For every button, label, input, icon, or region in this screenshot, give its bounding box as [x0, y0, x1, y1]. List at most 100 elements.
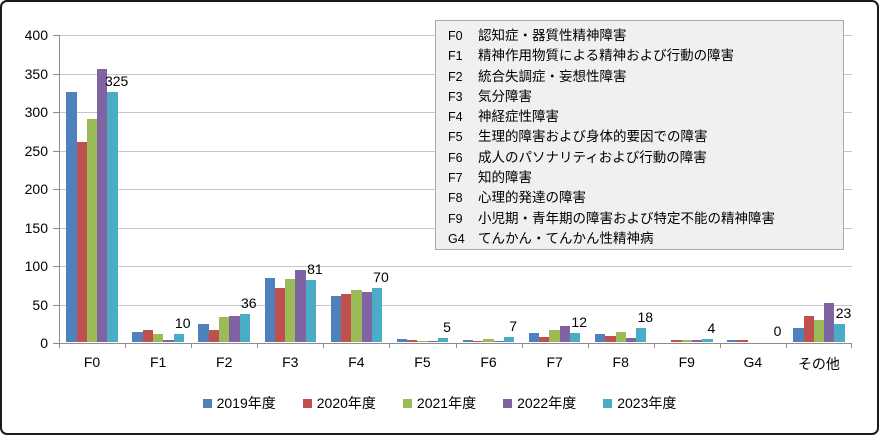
bar — [549, 329, 560, 342]
bar — [462, 339, 474, 342]
annotation-code: F7 — [448, 171, 463, 186]
annotation-text: 小児期・青年期の障害および特定不能の精神障害 — [478, 210, 775, 226]
x-tick-label: G4 — [743, 354, 763, 370]
annotation-text: 成人のパソナリティおよび行動の障害 — [478, 149, 707, 165]
bar — [834, 324, 845, 342]
x-axis-tick — [719, 344, 721, 348]
code-legend-box: F0 認知症・器質性精神障害 F1 精神作用物質による精神および行動の障害 F2 統合失調… — [435, 20, 844, 250]
bar — [132, 332, 143, 342]
bar — [219, 317, 230, 342]
y-tick-label: 150 — [24, 219, 48, 236]
bar — [737, 340, 748, 342]
x-axis-tick — [59, 344, 60, 348]
x-axis-tick — [125, 344, 127, 348]
annotation-row: F6 成人のパソナリティおよび行動の障害 — [448, 148, 843, 168]
bar — [427, 341, 438, 342]
bar — [702, 338, 713, 342]
x-tick-label: F5 — [414, 354, 431, 370]
annotation-code: F9 — [448, 211, 463, 226]
series-legend: 2019年度 2020年度 2021年度 2022年度 2023年度 — [2, 394, 877, 412]
annotation-text: 心理的発達の障害 — [478, 190, 586, 206]
bar — [493, 341, 504, 342]
bar — [97, 68, 108, 342]
annotation-text: 統合失調症・妄想性障害 — [478, 68, 627, 84]
legend-label: 2021年度 — [416, 395, 477, 411]
x-tick-label: F6 — [480, 354, 497, 370]
legend-swatch — [503, 398, 513, 408]
annotation-row: G4 てんかん・てんかん性精神病 — [448, 229, 843, 249]
y-tick-label: 300 — [24, 104, 48, 120]
y-axis-tick — [53, 73, 59, 75]
y-axis-tick — [53, 266, 59, 267]
legend-swatch — [202, 398, 212, 408]
data-label: 325 — [104, 72, 129, 89]
y-axis-tick — [53, 304, 59, 306]
bar — [142, 329, 153, 342]
bar — [208, 330, 220, 342]
annotation-code: F4 — [448, 110, 463, 125]
legend-label: 2019年度 — [216, 395, 276, 411]
x-tick-label: F1 — [149, 354, 167, 370]
y-axis-tick — [53, 35, 59, 36]
bar — [417, 341, 428, 342]
annotation-code: F2 — [448, 69, 463, 84]
bar — [528, 332, 540, 342]
data-label: 81 — [307, 260, 323, 277]
bar — [264, 278, 275, 342]
bar — [636, 328, 647, 342]
y-axis-tick — [53, 343, 59, 344]
annotation-text: てんかん・てんかん性精神病 — [478, 230, 654, 246]
bar — [361, 291, 372, 342]
legend-label: 2020年度 — [316, 395, 376, 411]
annotation-text: 神経症性障害 — [478, 109, 559, 125]
bar — [824, 302, 835, 342]
annotation-code: F1 — [448, 49, 463, 64]
bar — [625, 338, 637, 342]
data-label: 4 — [707, 319, 716, 336]
annotation-code: G4 — [448, 231, 465, 246]
y-axis-tick — [53, 189, 59, 190]
y-axis-line — [59, 35, 60, 344]
x-axis-tick — [653, 344, 655, 348]
bar — [173, 334, 184, 342]
legend-label: 2022年度 — [517, 395, 577, 411]
x-axis-tick — [521, 344, 523, 348]
bar — [305, 279, 317, 342]
data-label: 18 — [637, 309, 654, 326]
legend-item: 2019年度 — [202, 395, 276, 411]
data-label: 70 — [373, 269, 389, 286]
annotation-row: F0 認知症・器質性精神障害 — [448, 26, 843, 46]
bar — [285, 278, 296, 342]
bar — [152, 334, 164, 342]
y-tick-label: 250 — [24, 142, 48, 159]
legend-label: 2023年度 — [617, 395, 677, 411]
y-axis-tick — [53, 227, 59, 229]
x-axis-tick — [389, 344, 391, 348]
legend-item: 2023年度 — [603, 396, 676, 410]
data-label: 7 — [509, 317, 518, 334]
y-tick-label: 50 — [32, 296, 48, 313]
x-tick-label: F0 — [83, 354, 101, 370]
bar — [727, 339, 738, 342]
legend-swatch — [603, 398, 613, 408]
x-axis-tick — [785, 344, 787, 348]
bar — [340, 293, 352, 342]
annotation-row: F7 知的障害 — [448, 168, 843, 188]
annotation-code: F3 — [448, 89, 463, 104]
bar — [503, 336, 515, 342]
bar — [229, 315, 240, 342]
bar — [615, 332, 626, 342]
y-tick-label: 0 — [40, 335, 48, 351]
data-label: 5 — [443, 319, 451, 336]
x-tick-label: F4 — [348, 354, 365, 370]
y-axis-tick — [53, 112, 59, 113]
bar — [793, 328, 804, 342]
bar — [239, 314, 250, 342]
x-axis-tick — [257, 344, 259, 348]
bar — [605, 335, 616, 342]
bar — [803, 315, 814, 342]
x-tick-label: F8 — [612, 354, 629, 370]
x-axis-tick — [323, 344, 325, 348]
annotation-text: 精神作用物質による精神および行動の障害 — [478, 48, 735, 64]
x-axis-tick — [587, 344, 589, 348]
